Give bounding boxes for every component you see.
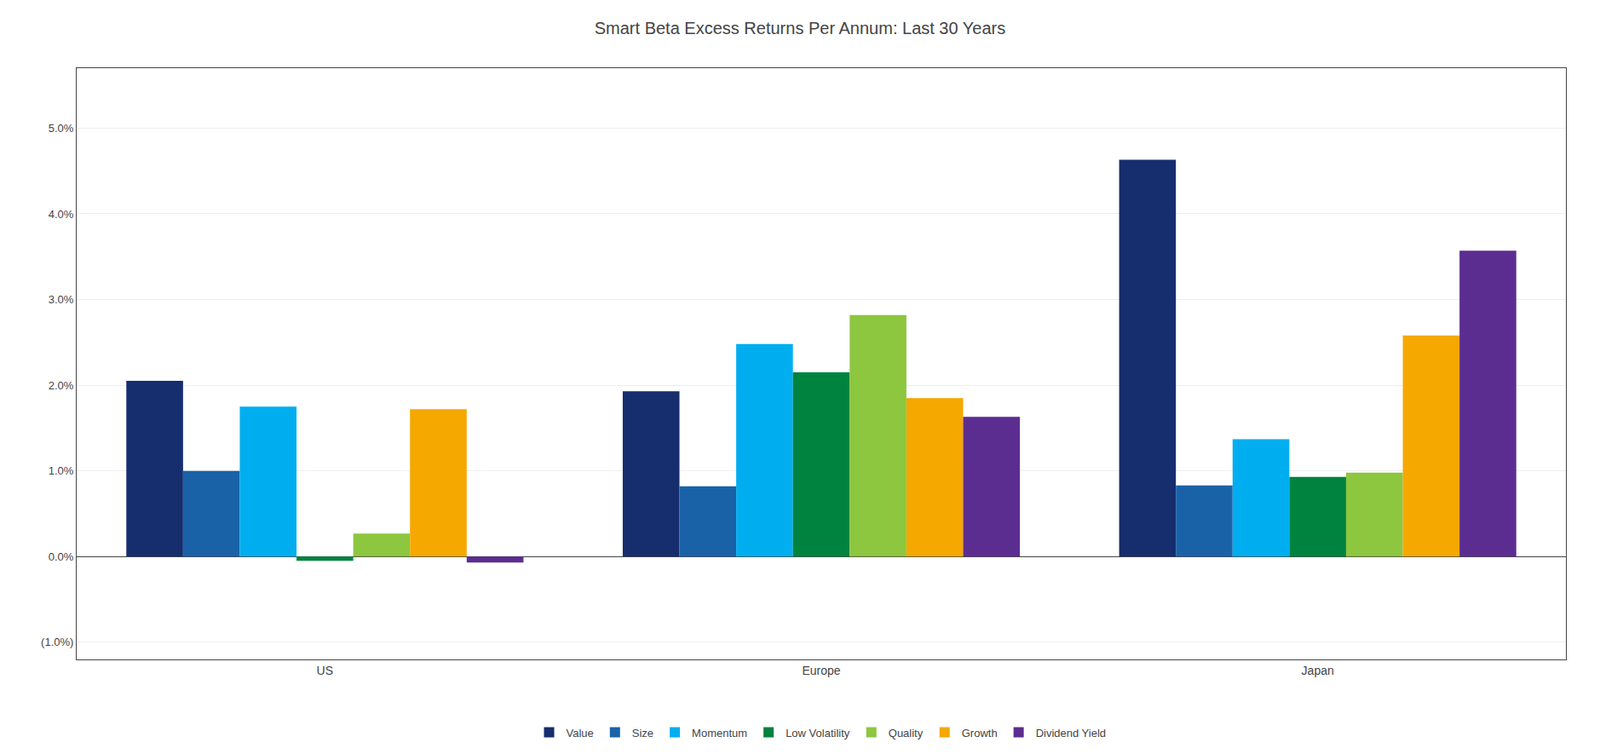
svg-text:Quality: Quality <box>888 726 924 740</box>
svg-text:0.0%: 0.0% <box>48 550 75 564</box>
svg-text:Value: Value <box>566 726 594 740</box>
svg-text:Growth: Growth <box>961 726 998 740</box>
svg-text:4.0%: 4.0% <box>48 207 75 221</box>
svg-text:Smart Beta Excess Returns Per: Smart Beta Excess Returns Per Annum: Las… <box>594 18 1006 38</box>
svg-text:Size: Size <box>632 726 654 740</box>
svg-text:2.0%: 2.0% <box>48 379 75 392</box>
svg-text:US: US <box>316 663 334 678</box>
svg-text:Japan: Japan <box>1301 663 1335 678</box>
svg-text:Momentum: Momentum <box>691 726 748 740</box>
svg-text:Europe: Europe <box>801 663 841 678</box>
svg-text:Dividend Yield: Dividend Yield <box>1035 726 1106 740</box>
svg-text:5.0%: 5.0% <box>48 121 75 135</box>
svg-text:Low Volatility: Low Volatility <box>785 726 851 740</box>
svg-text:3.0%: 3.0% <box>48 293 75 306</box>
svg-text:1.0%: 1.0% <box>48 464 75 478</box>
svg-text:(1.0%): (1.0%) <box>40 635 74 649</box>
